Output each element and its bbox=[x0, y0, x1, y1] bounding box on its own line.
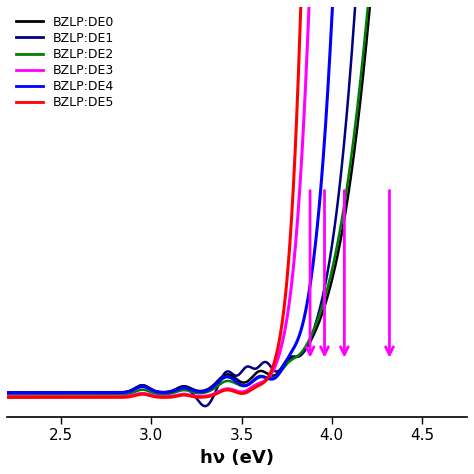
BZLP:DE1 bbox=[201, 403, 206, 409]
BZLP:DE1 bbox=[4, 390, 10, 395]
BZLP:DE5 bbox=[4, 394, 10, 400]
BZLP:DE1 bbox=[84, 390, 90, 395]
BZLP:DE5 bbox=[181, 392, 186, 398]
BZLP:DE3 bbox=[56, 394, 62, 400]
BZLP:DE0 bbox=[56, 390, 62, 395]
BZLP:DE5 bbox=[56, 394, 62, 400]
BZLP:DE2 bbox=[56, 392, 62, 397]
BZLP:DE4 bbox=[84, 390, 90, 395]
BZLP:DE0 bbox=[181, 383, 186, 389]
BZLP:DE2 bbox=[181, 387, 186, 393]
BZLP:DE1 bbox=[181, 385, 186, 391]
BZLP:DE0 bbox=[4, 390, 10, 395]
Line: BZLP:DE3: BZLP:DE3 bbox=[7, 0, 467, 397]
BZLP:DE2 bbox=[84, 392, 90, 397]
Line: BZLP:DE4: BZLP:DE4 bbox=[7, 0, 467, 392]
BZLP:DE2 bbox=[201, 390, 206, 396]
BZLP:DE5 bbox=[84, 394, 90, 400]
BZLP:DE3 bbox=[84, 394, 90, 400]
BZLP:DE1 bbox=[56, 390, 62, 395]
X-axis label: hν (eV): hν (eV) bbox=[200, 449, 274, 467]
Line: BZLP:DE1: BZLP:DE1 bbox=[7, 0, 467, 406]
BZLP:DE4 bbox=[56, 390, 62, 395]
BZLP:DE2 bbox=[4, 392, 10, 397]
BZLP:DE3 bbox=[4, 394, 10, 400]
BZLP:DE4 bbox=[4, 390, 10, 395]
Line: BZLP:DE5: BZLP:DE5 bbox=[7, 0, 467, 397]
BZLP:DE3 bbox=[181, 392, 186, 397]
BZLP:DE0 bbox=[201, 388, 206, 393]
BZLP:DE4 bbox=[181, 385, 186, 391]
BZLP:DE5 bbox=[201, 394, 206, 400]
BZLP:DE3 bbox=[201, 393, 206, 399]
BZLP:DE4 bbox=[201, 389, 206, 394]
Line: BZLP:DE2: BZLP:DE2 bbox=[7, 0, 467, 394]
BZLP:DE1 bbox=[202, 403, 208, 409]
Line: BZLP:DE0: BZLP:DE0 bbox=[7, 0, 467, 392]
BZLP:DE0 bbox=[84, 390, 90, 395]
Legend: BZLP:DE0, BZLP:DE1, BZLP:DE2, BZLP:DE3, BZLP:DE4, BZLP:DE5: BZLP:DE0, BZLP:DE1, BZLP:DE2, BZLP:DE3, … bbox=[13, 13, 117, 112]
